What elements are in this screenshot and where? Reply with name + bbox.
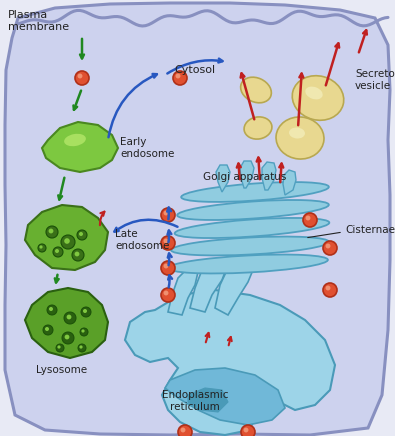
Polygon shape <box>283 170 296 195</box>
Circle shape <box>40 245 43 249</box>
Circle shape <box>323 283 337 297</box>
Polygon shape <box>42 122 118 172</box>
Circle shape <box>325 244 331 249</box>
Text: Plasma
membrane: Plasma membrane <box>8 10 69 31</box>
Text: Endoplasmic
reticulum: Endoplasmic reticulum <box>162 390 228 412</box>
Text: Secretory
vesicle: Secretory vesicle <box>355 69 395 91</box>
Ellipse shape <box>305 87 323 99</box>
Polygon shape <box>125 290 335 435</box>
Polygon shape <box>5 3 390 435</box>
Circle shape <box>306 215 310 221</box>
Circle shape <box>49 307 53 311</box>
Circle shape <box>164 263 168 269</box>
Circle shape <box>53 247 63 257</box>
Circle shape <box>81 330 85 333</box>
Circle shape <box>80 328 88 336</box>
Circle shape <box>175 74 181 78</box>
Circle shape <box>325 286 331 290</box>
Circle shape <box>83 309 87 313</box>
Polygon shape <box>25 288 108 358</box>
Ellipse shape <box>244 117 272 139</box>
Text: Golgi apparatus: Golgi apparatus <box>203 172 287 182</box>
Circle shape <box>164 290 168 296</box>
Circle shape <box>75 71 89 85</box>
Circle shape <box>161 261 175 275</box>
Circle shape <box>181 428 185 433</box>
Circle shape <box>77 74 83 78</box>
Polygon shape <box>25 205 108 270</box>
Circle shape <box>64 312 76 324</box>
Circle shape <box>65 334 70 339</box>
Circle shape <box>178 425 192 436</box>
Polygon shape <box>240 161 254 188</box>
Ellipse shape <box>64 134 86 146</box>
Circle shape <box>55 249 59 253</box>
Circle shape <box>79 345 83 349</box>
Circle shape <box>57 345 60 349</box>
Polygon shape <box>190 260 228 312</box>
Polygon shape <box>215 260 255 315</box>
Polygon shape <box>165 368 285 425</box>
Ellipse shape <box>171 237 329 255</box>
Ellipse shape <box>177 200 329 220</box>
Circle shape <box>38 244 46 252</box>
Circle shape <box>323 241 337 255</box>
Ellipse shape <box>292 76 344 120</box>
Circle shape <box>81 307 91 317</box>
Text: Lysosome: Lysosome <box>36 365 88 375</box>
Circle shape <box>45 327 49 331</box>
Ellipse shape <box>168 255 328 273</box>
Text: Cisternae: Cisternae <box>345 225 395 235</box>
Circle shape <box>161 236 175 250</box>
Circle shape <box>61 235 75 249</box>
Circle shape <box>75 252 79 256</box>
Text: Late
endosome: Late endosome <box>115 229 169 251</box>
Polygon shape <box>188 388 228 412</box>
Circle shape <box>47 305 57 315</box>
Circle shape <box>241 425 255 436</box>
Circle shape <box>64 238 70 244</box>
Circle shape <box>303 213 317 227</box>
Circle shape <box>49 228 53 233</box>
Circle shape <box>161 288 175 302</box>
Circle shape <box>78 344 86 352</box>
Circle shape <box>62 332 74 344</box>
Circle shape <box>46 226 58 238</box>
Ellipse shape <box>175 218 329 238</box>
Circle shape <box>67 315 71 320</box>
Circle shape <box>164 211 168 215</box>
Circle shape <box>43 325 53 335</box>
Polygon shape <box>262 162 276 190</box>
Circle shape <box>161 208 175 222</box>
Circle shape <box>56 344 64 352</box>
Ellipse shape <box>181 182 329 202</box>
Text: Cytosol: Cytosol <box>175 65 216 75</box>
Circle shape <box>164 238 168 243</box>
Ellipse shape <box>289 127 305 139</box>
Text: Early
endosome: Early endosome <box>120 137 174 159</box>
Circle shape <box>77 230 87 240</box>
Circle shape <box>244 428 248 433</box>
Circle shape <box>79 232 83 236</box>
Ellipse shape <box>276 117 324 159</box>
Circle shape <box>173 71 187 85</box>
Polygon shape <box>168 268 198 315</box>
Circle shape <box>72 249 84 261</box>
Ellipse shape <box>241 77 271 103</box>
Polygon shape <box>216 165 230 192</box>
